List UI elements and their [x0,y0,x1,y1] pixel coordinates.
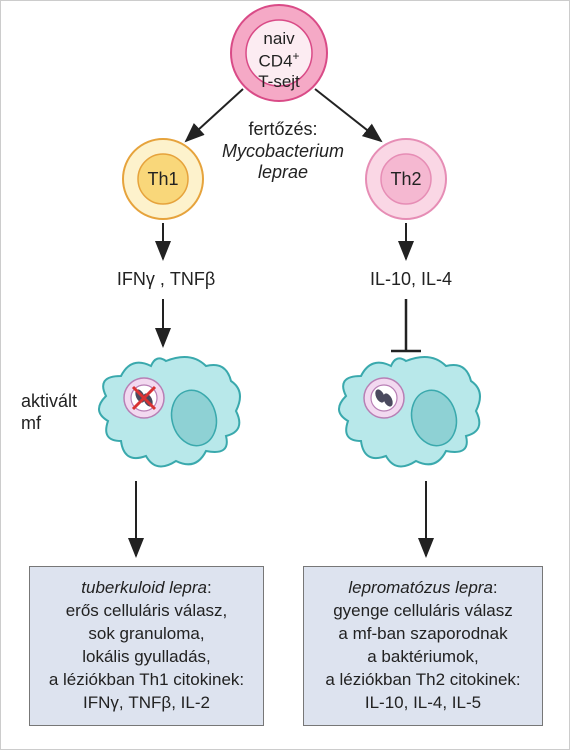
th1-label: Th1 [145,169,181,191]
box-left-l3: sok granuloma, [88,624,204,643]
macrophage-right [339,357,480,466]
infection-l1: fertőzés: [248,119,317,139]
naive-label-sup: + [293,49,300,63]
box-right-l4: a baktériumok, [367,647,479,666]
box-right-l6: IL-10, IL-4, IL-5 [365,693,481,712]
infection-label: fertőzés: Mycobacterium leprae [213,119,353,184]
macrophage-label: aktivált mf [21,391,91,434]
mf-label-l2: mf [21,413,41,433]
box-left-l2: erős celluláris válasz, [66,601,228,620]
outcome-box-right: lepromatózus lepra: gyenge celluláris vá… [303,566,543,726]
infection-l2: Mycobacterium [222,141,344,161]
box-left-l4: lokális gyulladás, [82,647,211,666]
naive-cell-label: naiv CD4+ T-sejt [247,29,311,93]
naive-label-l2: CD4 [259,52,293,71]
mf-label-l1: aktivált [21,391,77,411]
outcome-box-left: tuberkuloid lepra: erős celluláris válas… [29,566,264,726]
cytokines-right: IL-10, IL-4 [356,269,466,291]
naive-label-l3: T-sejt [258,72,300,91]
box-left-l6: IFNγ, TNFβ, IL-2 [83,693,210,712]
box-left-title: tuberkuloid lepra [81,578,207,597]
cytokines-left: IFNγ , TNFβ [101,269,231,291]
box-left-l5: a léziókban Th1 citokinek: [49,670,244,689]
box-right-title: lepromatózus lepra [348,578,493,597]
naive-label-l1: naiv [263,29,294,48]
box-right-l3: a mf-ban szaporodnak [338,624,507,643]
box-right-l5: a léziókban Th2 citokinek: [325,670,520,689]
macrophage-left [99,357,240,466]
infection-l3: leprae [258,162,308,182]
th2-label: Th2 [388,169,424,191]
box-right-l2: gyenge celluláris válasz [333,601,513,620]
